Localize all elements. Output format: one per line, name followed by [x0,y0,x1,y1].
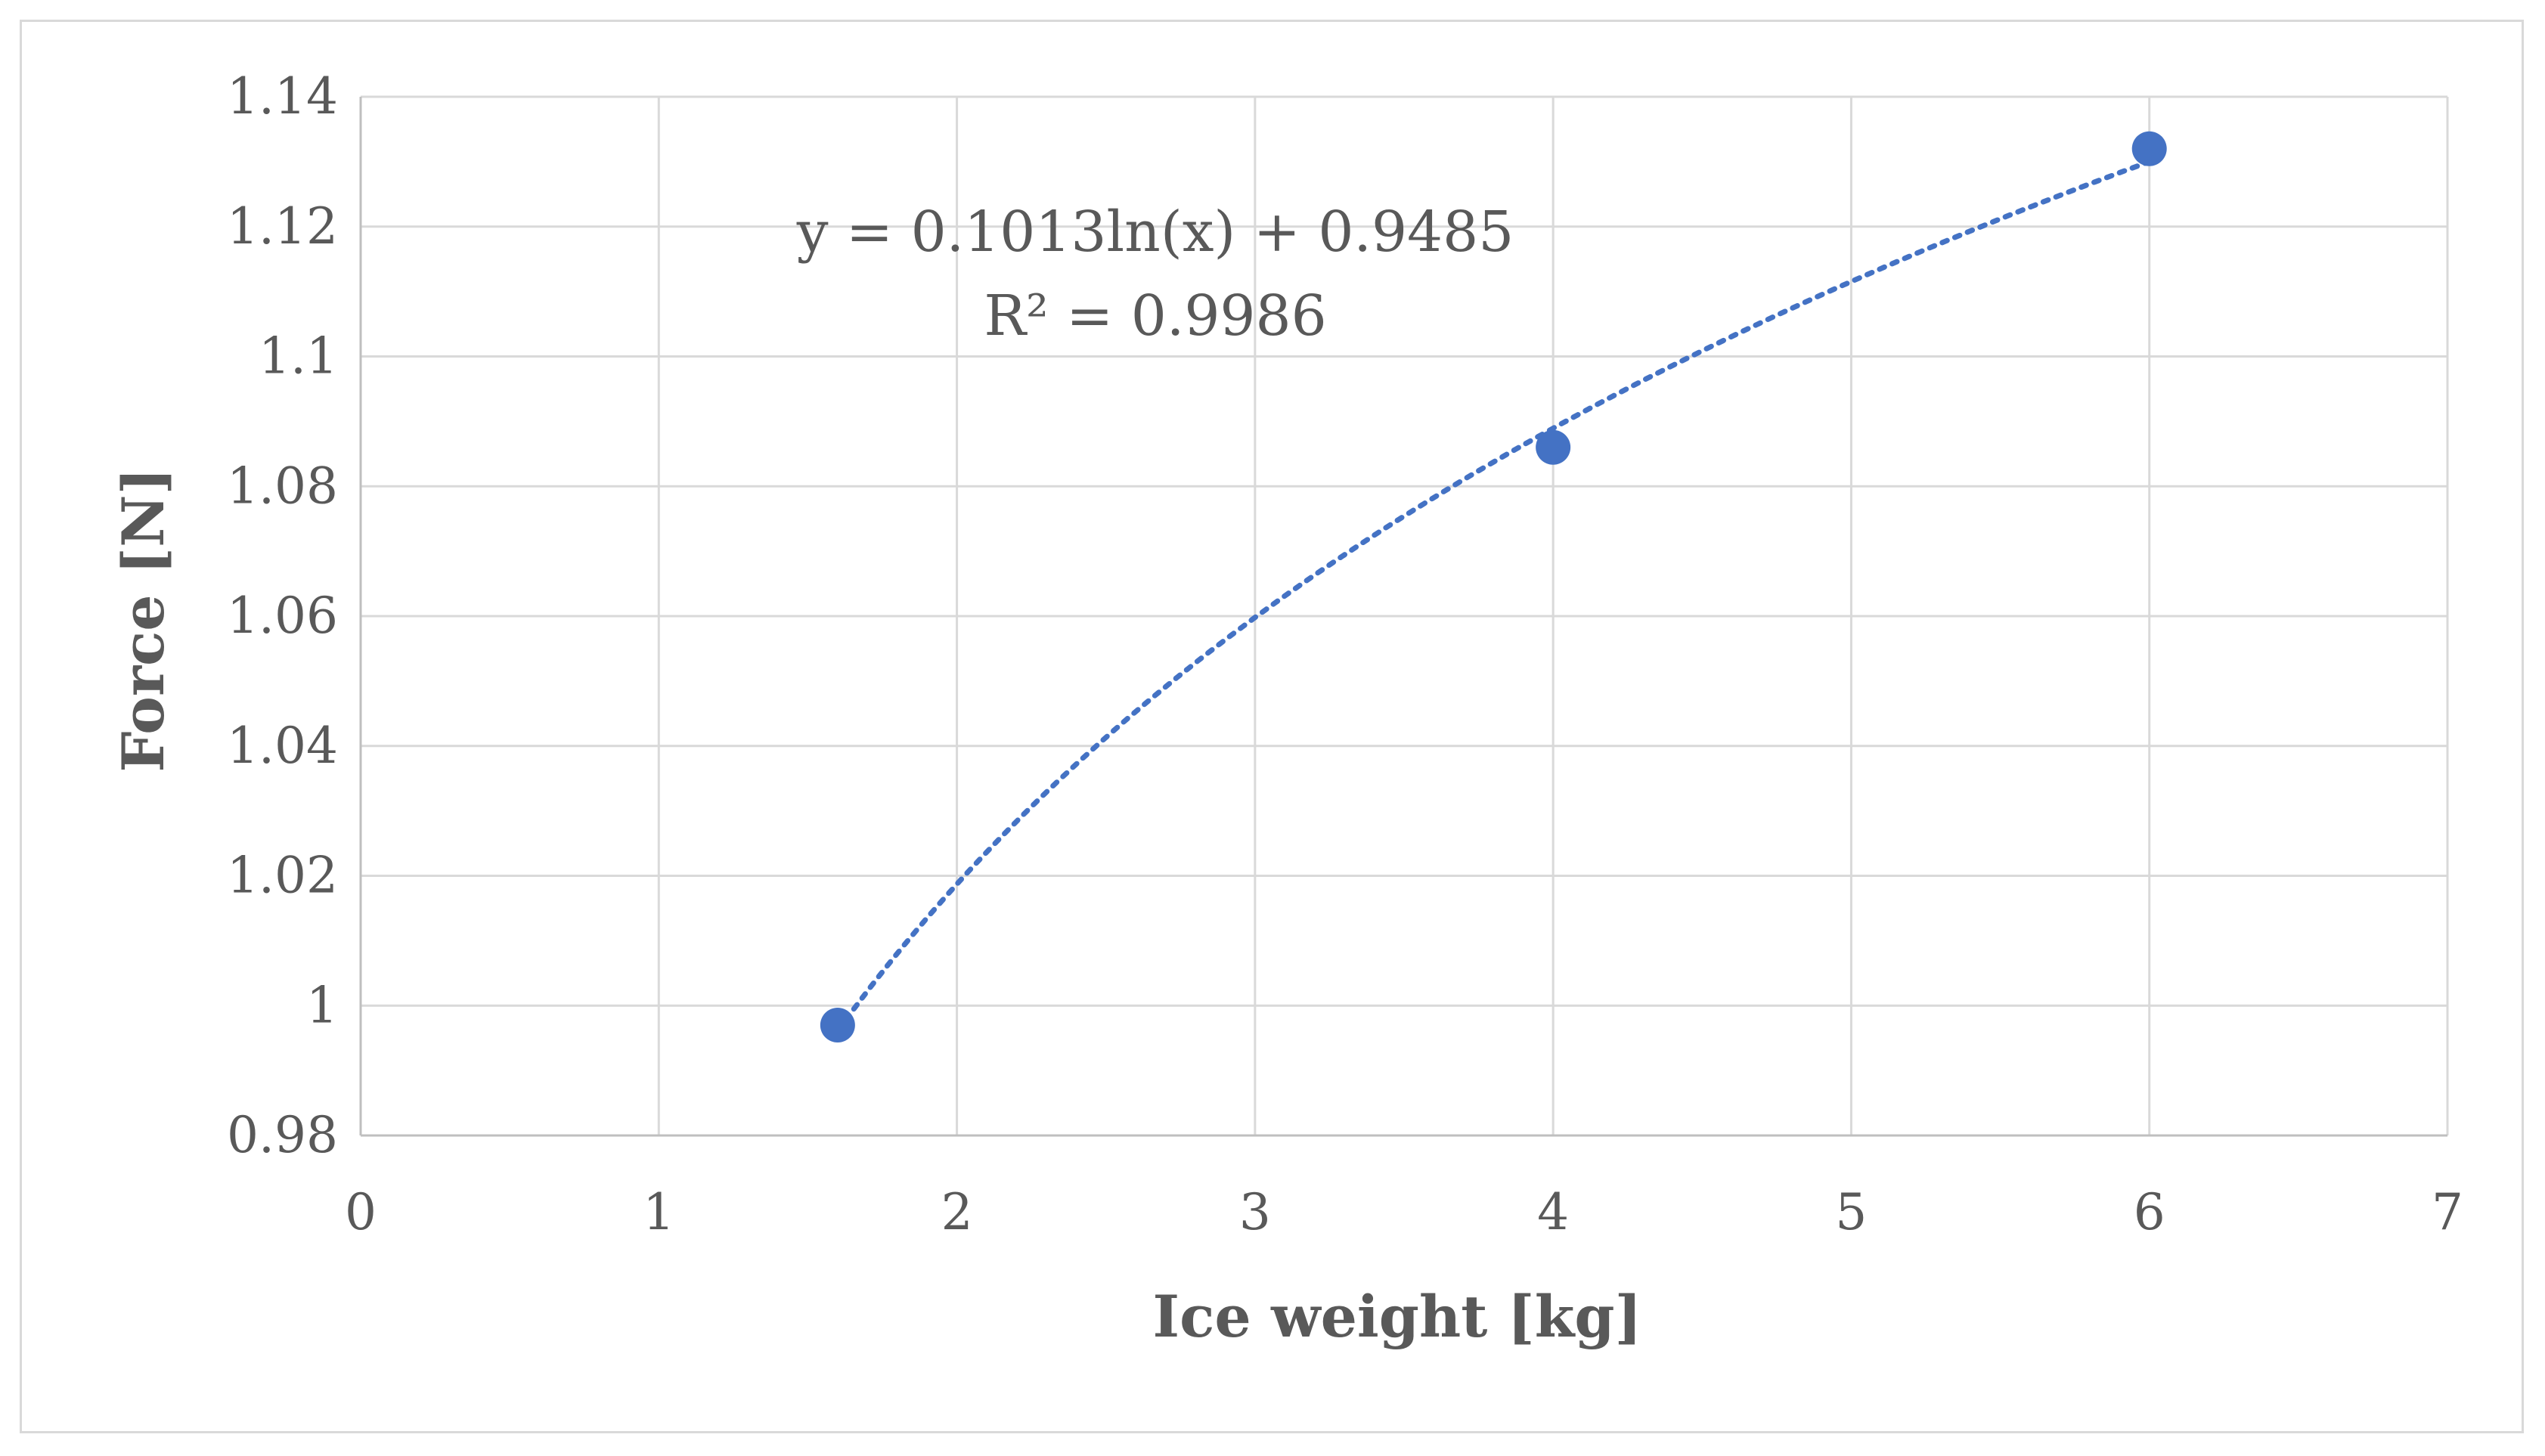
x-axis-title: Ice weight [kg] [1153,1283,1642,1350]
trendline [835,159,2153,1034]
x-tick-label: 6 [2134,1183,2165,1241]
y-tick-label: 1.08 [227,457,338,515]
y-tick-label: 1.1 [259,327,338,386]
y-tick-label: 1.12 [227,197,338,256]
chart-frame [20,20,2524,1433]
x-tick-label: 2 [941,1183,973,1241]
data-points [820,131,2167,1043]
trendline-group [835,159,2153,1034]
y-tick-label: 0.98 [227,1106,338,1164]
tick-labels: 0.98 1 1.02 1.04 1.06 1.08 1.1 1.12 1.14 0 1 2 3 4 5 6 7 [227,67,2463,1241]
x-tick-label: 4 [1537,1183,1569,1241]
data-point [2131,131,2167,166]
x-tick-label: 3 [1239,1183,1271,1241]
data-point [1536,429,1571,465]
data-point [820,1008,855,1043]
y-tick-label: 1 [306,976,338,1034]
trendline-equation: y = 0.1013ln(x) + 0.9485 [796,200,1514,265]
y-axis-title: Force [N] [110,467,177,772]
x-tick-label: 5 [1835,1183,1867,1241]
x-tick-label: 7 [2432,1183,2463,1241]
y-tick-label: 1.06 [227,587,338,645]
trendline-r-squared: R² = 0.9986 [984,283,1326,349]
x-tick-label: 1 [643,1183,674,1241]
axes [359,97,2447,1137]
x-tick-label: 0 [345,1183,377,1241]
y-tick-label: 1.02 [227,847,338,905]
y-tick-label: 1.04 [227,717,338,775]
y-tick-label: 1.14 [227,67,338,125]
